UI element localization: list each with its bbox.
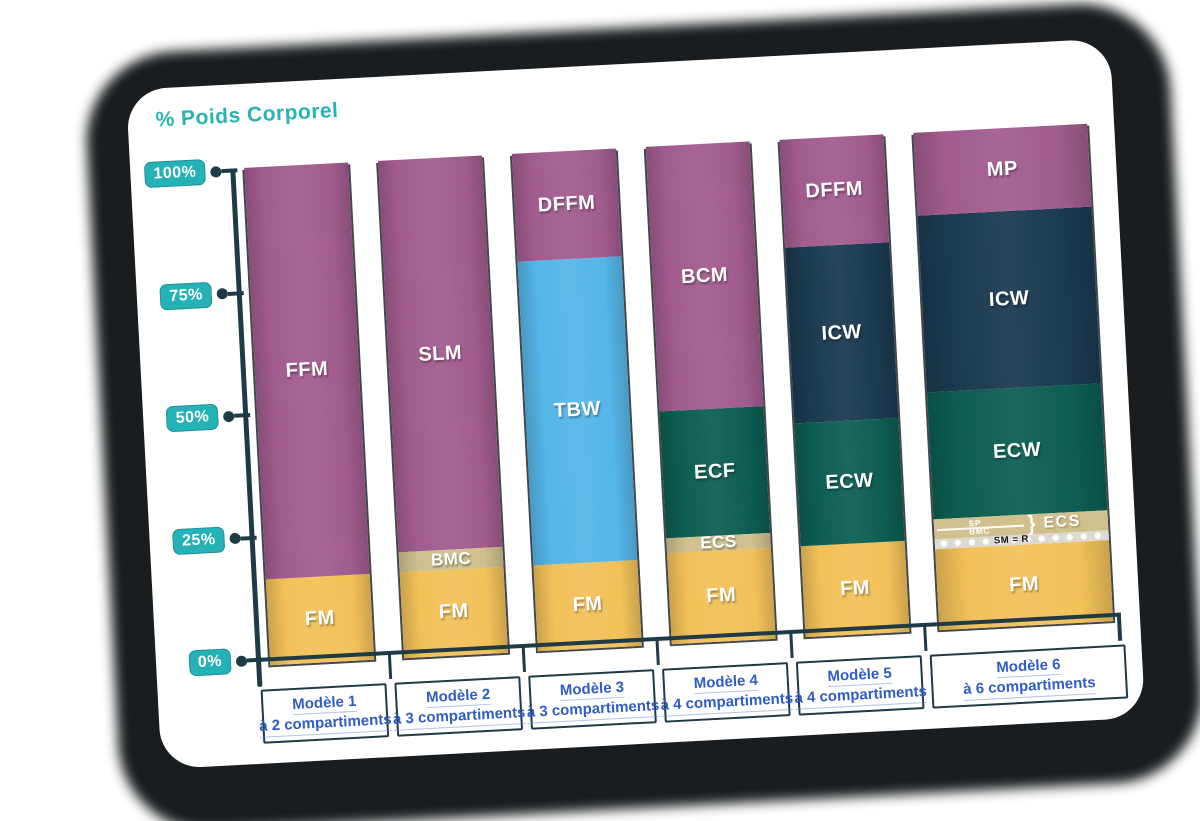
segment-DFFM: DFFM <box>511 148 622 262</box>
bar-modèle-4: FM ECS ECF BCM <box>643 141 778 647</box>
ecs-brace: } <box>1027 511 1036 537</box>
segment-label: BMC <box>430 548 472 570</box>
x-axis-separator-ticks <box>126 38 1110 680</box>
ytick-badge-50: 50% <box>166 403 219 433</box>
ytick-badge-0: 0% <box>188 648 232 677</box>
segment-label: ICW <box>988 287 1030 312</box>
segment-label: FM <box>438 600 470 624</box>
ytick-connector <box>221 168 238 174</box>
segment-MP: MP <box>913 123 1092 217</box>
ytick-row-25: 25% <box>149 523 257 557</box>
segment-ICW: ICW <box>785 242 899 424</box>
segment-label: SLM <box>417 341 463 366</box>
segment-ICW: ICW <box>917 206 1101 393</box>
segment-label: ECF <box>693 459 737 484</box>
x-axis-separator-tick <box>654 638 660 666</box>
segment-FM: FM <box>399 566 508 659</box>
segment-label: FM <box>572 593 604 617</box>
ytick-row-100: 100% <box>130 156 238 190</box>
model-compartments: à 4 compartiments <box>660 688 794 717</box>
segment-label: ECW <box>824 469 875 494</box>
ytick-dot <box>229 532 241 545</box>
bar-modèle-2: FM BMC SLM <box>376 155 511 661</box>
segment-label: DFFM <box>804 177 864 203</box>
x-axis-separator-tick <box>387 652 392 680</box>
segment-FM: FM <box>800 540 910 638</box>
ytick-dot <box>216 287 229 300</box>
x-axis-separator-tick <box>521 645 526 673</box>
ytick-connector <box>227 290 244 296</box>
ytick-connector <box>240 535 257 541</box>
ytick-row-50: 50% <box>143 401 251 435</box>
bar-modèle-6: FM SM = R SP BMC} ECS ECW ICW MP <box>911 123 1116 633</box>
ytick-dot <box>210 165 222 178</box>
bar-modèle-5: FM ECW ICW DFFM <box>777 134 912 640</box>
x-axis-separator-tick <box>922 624 927 652</box>
segment-label: ECW <box>992 438 1042 464</box>
segment-SLM: SLM <box>378 155 503 553</box>
ytick-row-75: 75% <box>136 279 244 313</box>
x-axis-end-tick <box>1116 612 1123 641</box>
segment-ECW: ECW <box>794 418 905 547</box>
segment-label: FM <box>705 583 737 608</box>
segment-label: BCM <box>680 263 729 289</box>
segment-FM: FM <box>666 547 776 645</box>
ytick-dot <box>222 410 235 422</box>
segment-FFM: FFM <box>244 162 370 579</box>
segment-label: ECS <box>699 532 738 553</box>
ytick-dot <box>235 654 248 667</box>
segment-label-ecs: ECS <box>1043 512 1082 532</box>
segment-label: MP <box>986 157 1019 182</box>
plot-area: FM FFM FM BMC SLM FM TBW DFFM FM ECS ECF BCM FM ECW IC… <box>126 38 1116 668</box>
model-compartments: à 2 compartiments <box>258 709 393 738</box>
model-compartments: à 6 compartiments <box>962 673 1097 701</box>
segment-ECW: ECW <box>926 383 1108 520</box>
model-compartments: à 4 compartiments <box>793 681 928 710</box>
segment-TBW: TBW <box>517 256 638 565</box>
y-ticks: 100% 75% 50% 25% 0% <box>126 38 1110 677</box>
bar-modèle-3: FM TBW DFFM <box>509 148 644 654</box>
segment-ECF: ECF <box>659 405 771 539</box>
sublabel-bmc: BMC <box>968 525 991 537</box>
segment-BCM: BCM <box>645 141 764 412</box>
segment-label: DFFM <box>537 192 596 217</box>
ytick-row-0: 0% <box>155 646 264 680</box>
segment-FM: FM <box>265 573 375 666</box>
segment-label: FM <box>1008 572 1040 597</box>
ytick-badge-25: 25% <box>172 525 226 555</box>
model-compartments: à 3 compartiments <box>526 695 660 724</box>
segment-FM: FM <box>533 559 642 652</box>
ytick-badge-100: 100% <box>143 158 207 189</box>
bar-modèle-1: FM FFM <box>242 162 377 668</box>
segment-label: FM <box>304 607 336 631</box>
chart-title: % Poids Corporel <box>155 98 339 132</box>
chart-card: % Poids Corporel 100% 75% 50% 25% 0% FM FFM FM… <box>126 38 1146 770</box>
x-axis-separator-tick <box>788 631 794 659</box>
model-compartments: à 3 compartiments <box>392 702 526 731</box>
segment-label: TBW <box>553 397 602 423</box>
ytick-connector <box>234 412 251 418</box>
segment-label: ICW <box>820 320 863 345</box>
segment-label: FM <box>839 576 871 601</box>
segment-label: FFM <box>285 358 329 383</box>
ytick-badge-75: 75% <box>159 281 213 310</box>
segment-DFFM: DFFM <box>779 134 890 248</box>
